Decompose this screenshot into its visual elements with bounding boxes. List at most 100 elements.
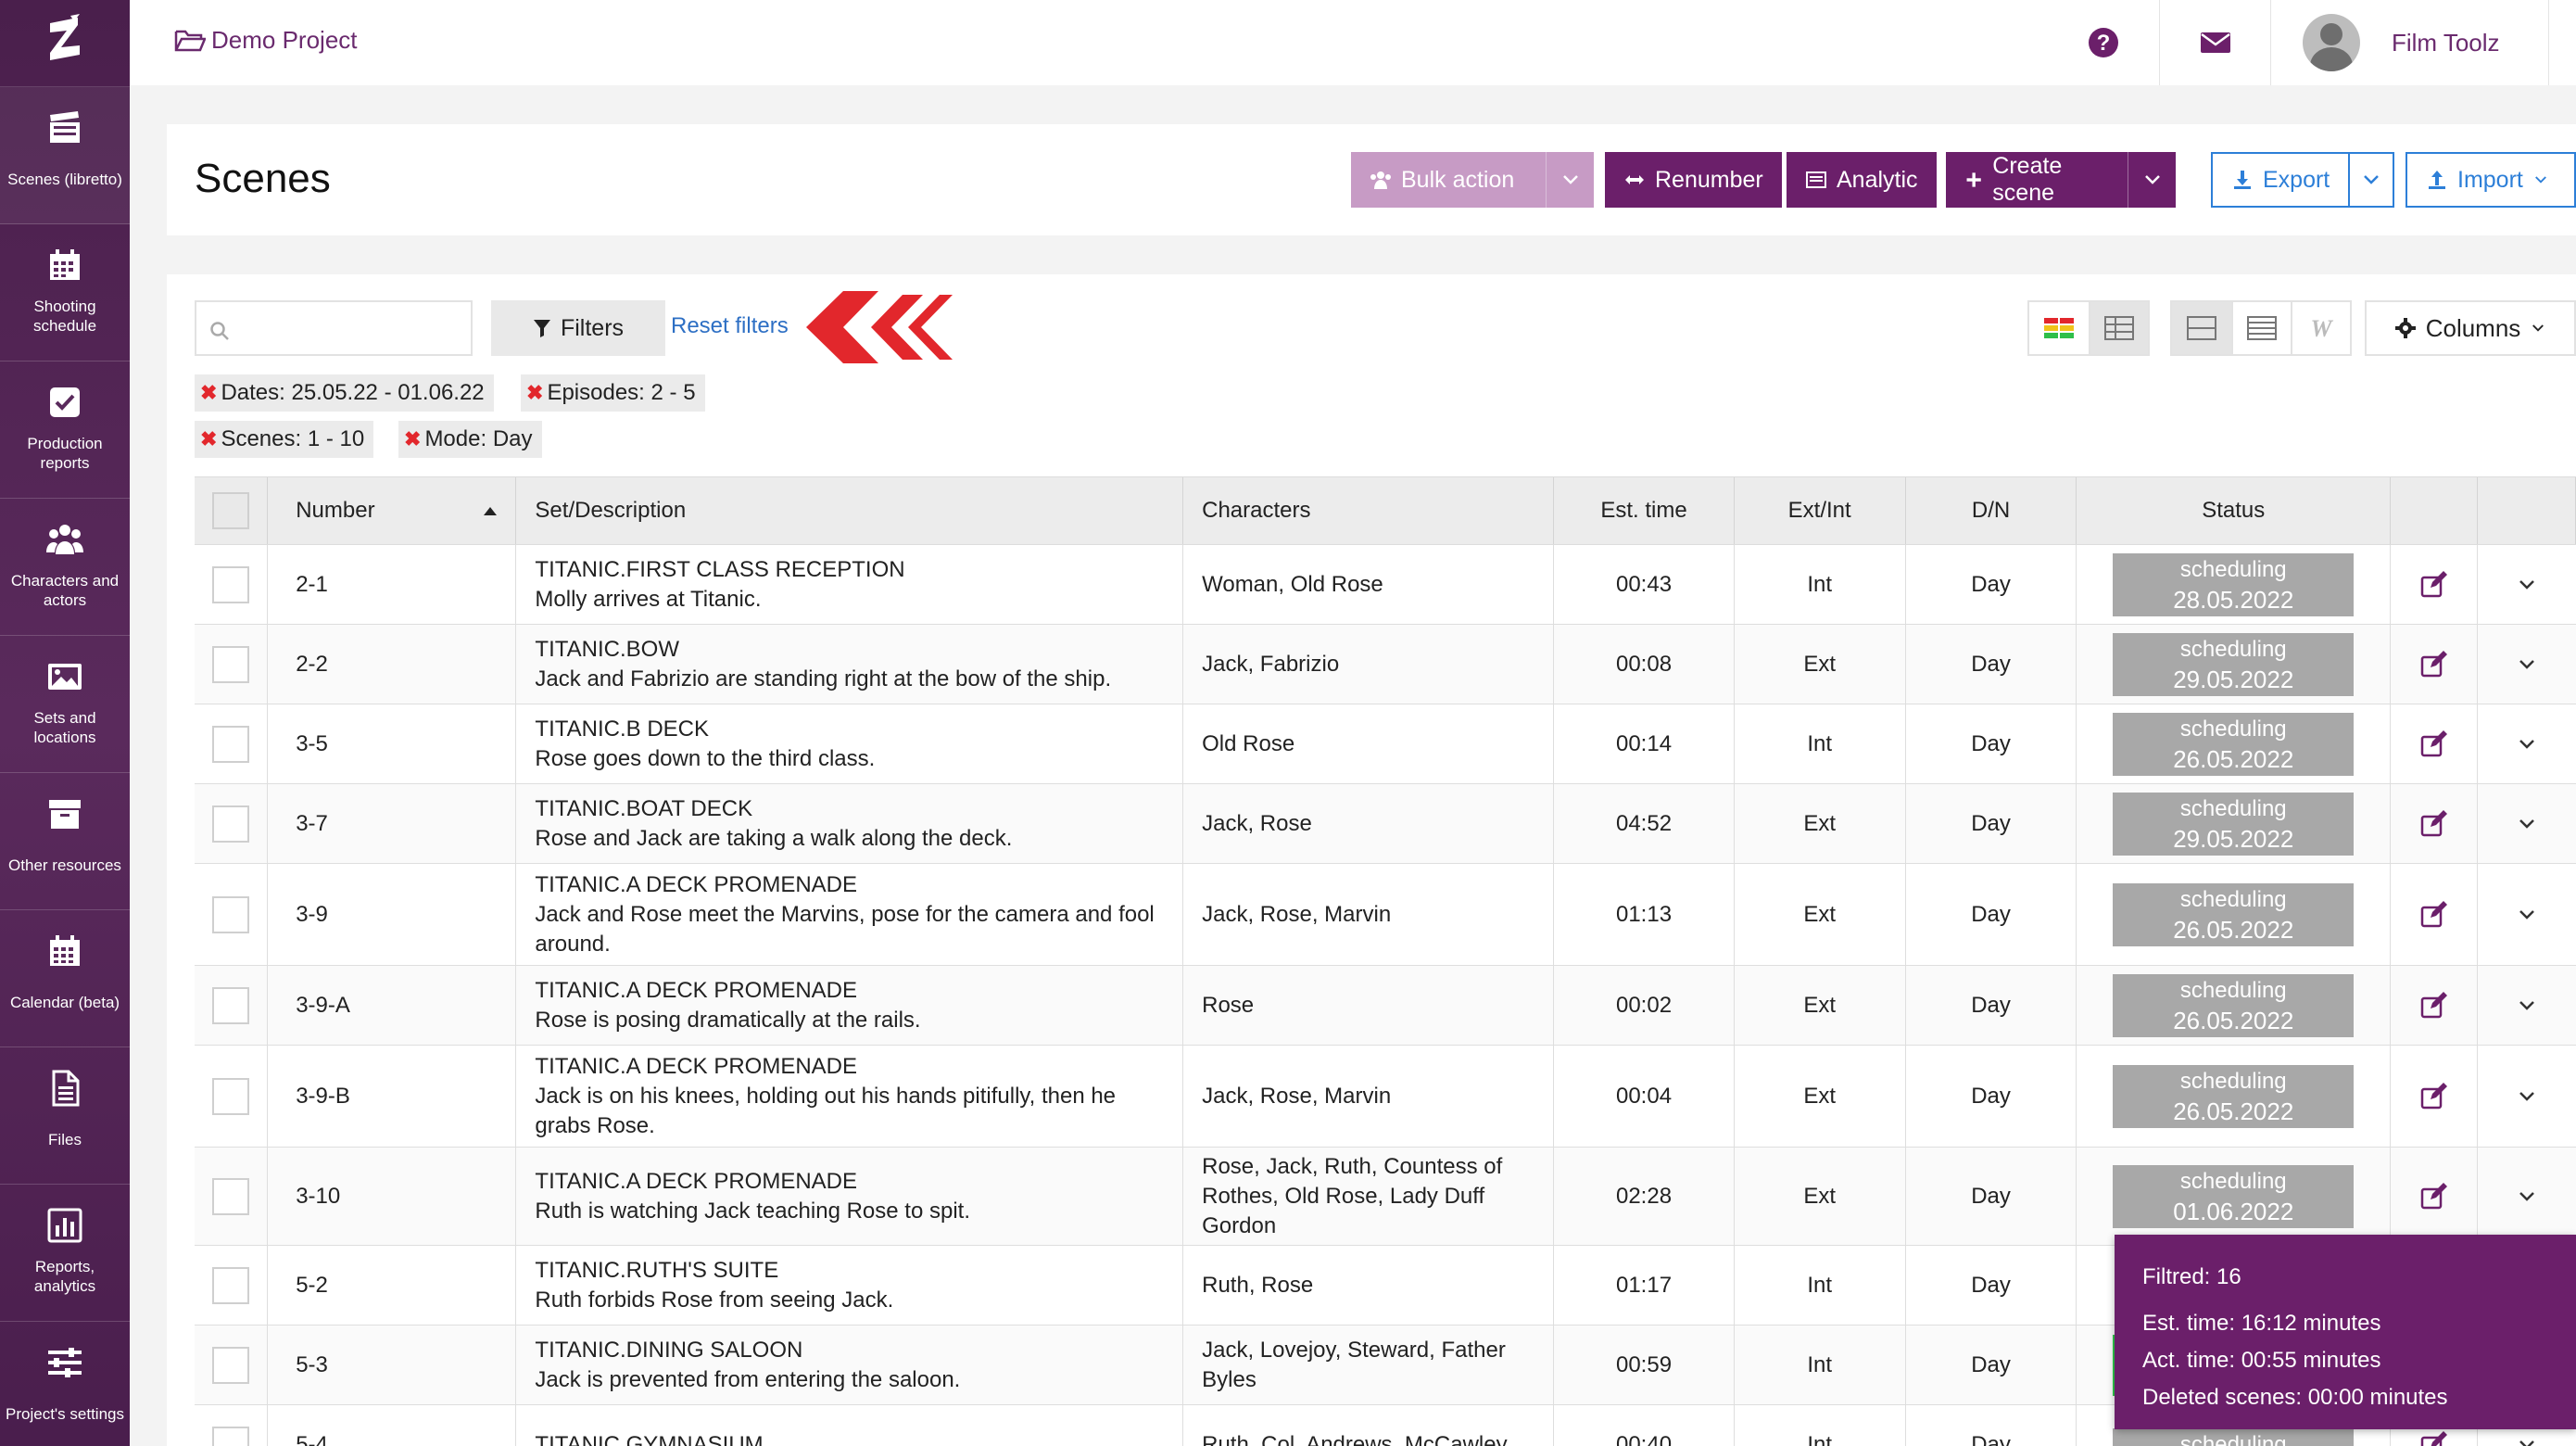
edit-scene-button[interactable] [2391, 784, 2478, 863]
view-plain-button[interactable] [2089, 302, 2148, 354]
sidebar-item-label: Calendar (beta) [9, 993, 120, 1011]
bulk-action-dropdown[interactable] [1546, 152, 1594, 208]
header-est-time[interactable]: Est. time [1554, 477, 1735, 544]
expand-row-button[interactable] [2478, 1405, 2576, 1446]
edit-scene-button[interactable] [2391, 1148, 2478, 1245]
edit-icon [2421, 809, 2448, 836]
row-checkbox[interactable] [212, 1177, 250, 1215]
scene-est-time: 02:28 [1554, 1148, 1735, 1245]
edit-scene-button[interactable] [2391, 864, 2478, 965]
remove-filter-icon[interactable]: ✖ [200, 427, 218, 450]
table-row[interactable]: 3-7 TITANIC.BOAT DECK Rose and Jack are ta… [195, 784, 2576, 864]
scene-number: 3-9 [268, 864, 517, 965]
edit-scene-button[interactable] [2391, 1046, 2478, 1147]
sidebar-item-sets[interactable]: Sets and locations [0, 636, 130, 773]
row-checkbox[interactable] [212, 805, 250, 843]
filter-chip-dates[interactable]: ✖ Dates: 25.05.22 - 01.06.22 [195, 374, 494, 412]
table-row[interactable]: 3-10 TITANIC.A DECK PROMENADE Ruth is watc… [195, 1148, 2576, 1246]
upload-icon [2429, 171, 2445, 189]
filters-button[interactable]: Filters [491, 300, 665, 356]
edit-scene-button[interactable] [2391, 625, 2478, 704]
row-checkbox[interactable] [212, 1426, 250, 1446]
edit-icon [2421, 1430, 2448, 1446]
edit-scene-button[interactable] [2391, 545, 2478, 624]
messages-button[interactable] [2159, 0, 2270, 85]
header-day-night[interactable]: D/N [1906, 477, 2077, 544]
header-status[interactable]: Status [2077, 477, 2392, 544]
sidebar-item-calendar[interactable]: Calendar (beta) [0, 910, 130, 1047]
table-row[interactable]: 2-1 TITANIC.FIRST CLASS RECEPTION Molly ar… [195, 545, 2576, 625]
expand-row-button[interactable] [2478, 625, 2576, 704]
analytic-button[interactable]: Analytic [1787, 152, 1937, 208]
chip-label: Episodes: [547, 380, 645, 405]
table-row[interactable]: 3-9-B TITANIC.A DECK PROMENADE Jack is on … [195, 1046, 2576, 1148]
remove-filter-icon[interactable]: ✖ [200, 381, 218, 404]
remove-filter-icon[interactable]: ✖ [404, 427, 422, 450]
help-button[interactable]: ? [2048, 0, 2159, 85]
filter-chip-mode[interactable]: ✖ Mode: Day [398, 421, 542, 458]
table-row[interactable]: 2-2 TITANIC.BOW Jack and Fabrizio are stan… [195, 625, 2576, 704]
breadcrumb[interactable]: Demo Project [174, 26, 358, 55]
reset-filters-link[interactable]: Reset filters [671, 313, 789, 338]
bulk-action-button[interactable]: Bulk action [1351, 152, 1594, 208]
scene-characters: Old Rose [1183, 704, 1555, 783]
export-dropdown[interactable] [2348, 152, 2393, 208]
header-ext-int[interactable]: Ext/Int [1735, 477, 1906, 544]
svg-text:W: W [2310, 315, 2333, 342]
sidebar-item-scenes[interactable]: Scenes (libretto) [0, 87, 130, 224]
row-checkbox[interactable] [212, 1346, 250, 1384]
filter-chip-episodes[interactable]: ✖ Episodes: 2 - 5 [521, 374, 705, 412]
search-box[interactable] [195, 300, 473, 356]
search-input[interactable] [239, 311, 461, 345]
row-checkbox[interactable] [212, 986, 250, 1024]
sidebar-item-reports[interactable]: Reports, analytics [0, 1185, 130, 1322]
export-button[interactable]: Export [2211, 152, 2394, 208]
row-checkbox[interactable] [212, 565, 250, 603]
table-row[interactable]: 3-5 TITANIC.B DECK Rose goes down to the t… [195, 704, 2576, 784]
table-row[interactable]: 3-9 TITANIC.A DECK PROMENADE Jack and Rose… [195, 864, 2576, 966]
import-button[interactable]: Import [2406, 152, 2576, 208]
edit-scene-button[interactable] [2391, 966, 2478, 1045]
expand-row-button[interactable] [2478, 545, 2576, 624]
sidebar-item-files[interactable]: Files [0, 1047, 130, 1185]
expand-row-button[interactable] [2478, 704, 2576, 783]
create-scene-button[interactable]: Create scene [1946, 152, 2176, 208]
scene-set: TITANIC.A DECK PROMENADE [535, 1168, 858, 1194]
header-set[interactable]: Set/Description [516, 477, 1184, 544]
expand-row-button[interactable] [2478, 966, 2576, 1045]
scene-day-night: Day [1906, 1246, 2077, 1325]
header-characters[interactable]: Characters [1183, 477, 1555, 544]
view-colored-button[interactable] [2029, 302, 2089, 354]
row-checkbox[interactable] [212, 1077, 250, 1115]
table-row[interactable]: 3-9-A TITANIC.A DECK PROMENADE Rose is pos… [195, 966, 2576, 1046]
columns-button[interactable]: Columns [2365, 300, 2576, 356]
sidebar-item-characters[interactable]: Characters and actors [0, 499, 130, 636]
expand-row-button[interactable] [2478, 1148, 2576, 1245]
row-checkbox[interactable] [212, 895, 250, 933]
sidebar-item-production-reports[interactable]: Production reports [0, 362, 130, 499]
scene-est-time: 00:04 [1554, 1046, 1735, 1147]
expand-row-button[interactable] [2478, 1046, 2576, 1147]
view-word-button[interactable]: W [2291, 302, 2350, 354]
row-checkbox[interactable] [212, 725, 250, 763]
create-scene-dropdown[interactable] [2128, 152, 2176, 208]
header-number[interactable]: Number [268, 477, 517, 544]
select-all-checkbox[interactable] [212, 492, 250, 529]
scene-number: 3-9-A [268, 966, 517, 1045]
sidebar-item-project-settings[interactable]: Project's settings [0, 1322, 130, 1446]
view-compact-button[interactable] [2231, 302, 2291, 354]
app-logo[interactable] [0, 0, 130, 87]
view-wide-button[interactable] [2172, 302, 2231, 354]
edit-scene-button[interactable] [2391, 704, 2478, 783]
renumber-button[interactable]: Renumber [1605, 152, 1782, 208]
remove-filter-icon[interactable]: ✖ [526, 381, 544, 404]
expand-row-button[interactable] [2478, 864, 2576, 965]
user-menu[interactable]: Film Toolz [2270, 0, 2548, 85]
row-checkbox[interactable] [212, 645, 250, 683]
row-checkbox[interactable] [212, 1266, 250, 1304]
expand-row-button[interactable] [2478, 784, 2576, 863]
filter-chip-scenes[interactable]: ✖ Scenes: 1 - 10 [195, 421, 374, 458]
sidebar-item-other-resources[interactable]: Other resources [0, 773, 130, 910]
scene-description: Rose goes down to the third class. [535, 745, 876, 771]
sidebar-item-shooting-schedule[interactable]: Shooting schedule [0, 224, 130, 362]
